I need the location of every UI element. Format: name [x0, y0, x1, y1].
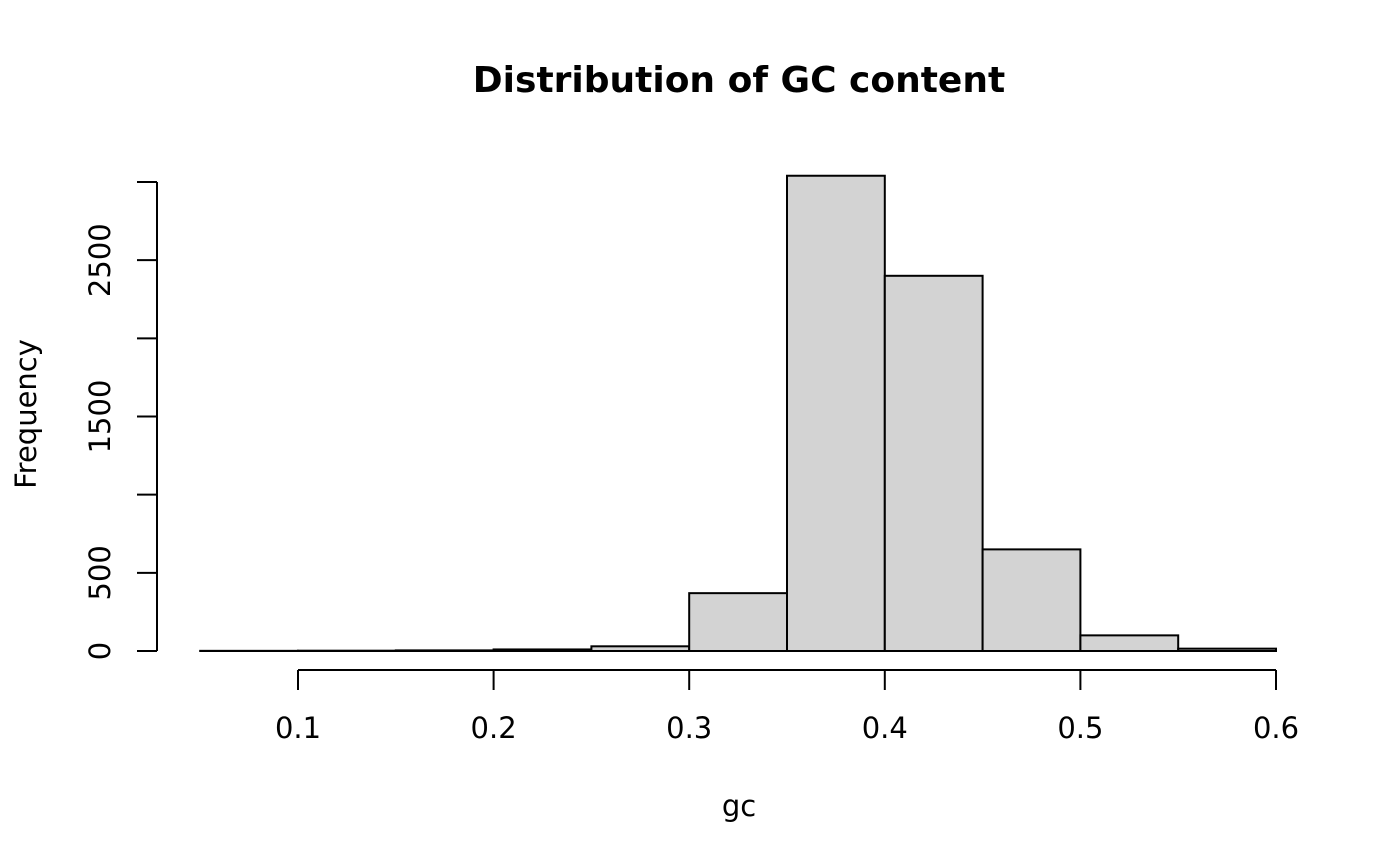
histogram-bar — [1079, 634, 1180, 652]
histogram-bar — [883, 274, 984, 652]
y-axis: 0 500 1500 2500 — [83, 181, 158, 660]
histogram-bar — [394, 649, 495, 653]
histogram-bar — [590, 645, 691, 652]
x-axis: 0.1 0.2 0.3 0.4 0.5 0.6 — [275, 669, 1299, 745]
y-tick-label: 2500 — [83, 223, 117, 297]
x-tick-label: 0.1 — [275, 711, 321, 745]
x-tick-label: 0.2 — [471, 711, 517, 745]
x-axis-label: gc — [722, 789, 756, 823]
x-tick-label: 0.6 — [1253, 711, 1299, 745]
bars-group — [199, 174, 1277, 653]
y-tick-label: 1500 — [83, 380, 117, 454]
x-tick-label: 0.4 — [862, 711, 908, 745]
y-tick-label: 0 — [83, 642, 117, 660]
x-tick-label: 0.3 — [666, 711, 712, 745]
chart-title: Distribution of GC content — [473, 60, 1005, 101]
x-tick-label: 0.5 — [1057, 711, 1103, 745]
histogram-bar — [492, 648, 593, 652]
histogram-bar — [688, 592, 789, 653]
y-axis-label: Frequency — [9, 339, 43, 489]
histogram-bar — [1177, 647, 1277, 653]
histogram-bar — [786, 174, 886, 652]
histogram-bar — [981, 548, 1082, 653]
y-tick-label: 500 — [83, 545, 117, 600]
